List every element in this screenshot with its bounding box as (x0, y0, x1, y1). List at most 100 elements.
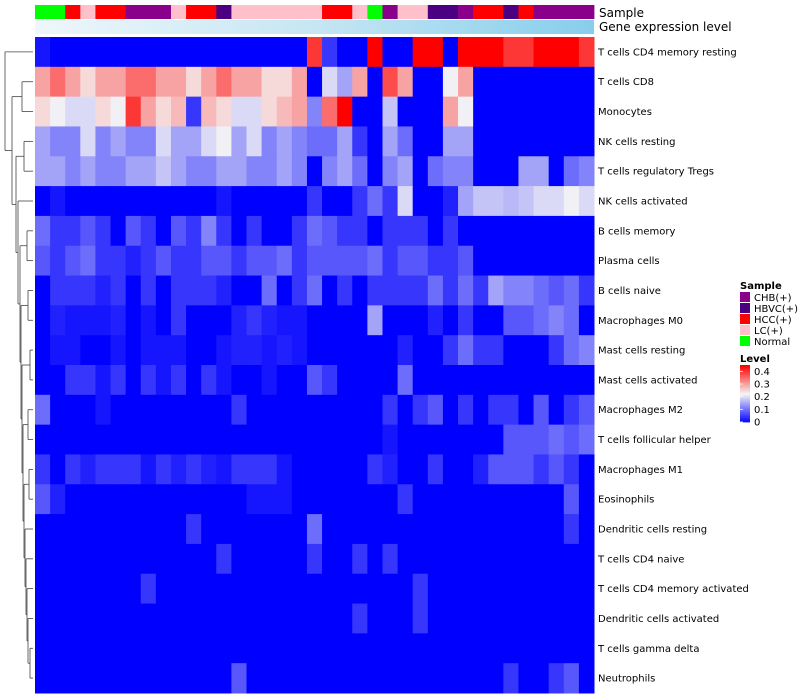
heatmap-cell (50, 245, 66, 277)
heatmap-cell (231, 156, 248, 187)
heatmap-cell (322, 215, 338, 247)
heatmap-cell (216, 514, 232, 545)
heatmap-cell (337, 603, 353, 634)
heatmap-cell (186, 37, 202, 68)
heatmap-cell (276, 37, 293, 68)
heatmap-cell (155, 543, 172, 575)
heatmap-cell (170, 305, 187, 336)
sample-annotation-cell (95, 5, 111, 19)
level-legend-bar-step (740, 394, 750, 397)
sample-annotation-cell (125, 5, 142, 19)
heatmap-cell (50, 335, 66, 366)
heatmap-cell (155, 394, 172, 426)
heatmap-cell (170, 365, 187, 396)
heatmap-cell (533, 156, 550, 187)
heatmap-cell (563, 305, 580, 336)
heatmap-cell (140, 275, 157, 306)
heatmap-cell (563, 37, 580, 68)
heatmap-cell (533, 394, 550, 426)
heatmap-cell (427, 245, 444, 277)
heatmap-cell (503, 66, 519, 98)
heatmap-cell (231, 37, 248, 68)
heatmap-cell (246, 603, 263, 634)
heatmap-cell (352, 37, 368, 68)
heatmap-cell (140, 156, 157, 187)
sample-annotation-cell (382, 5, 398, 19)
heatmap-cell (427, 96, 444, 127)
heatmap-cell (533, 335, 550, 366)
heatmap-cell (155, 335, 172, 366)
heatmap-cell (261, 633, 278, 664)
heatmap-cell (563, 66, 580, 98)
heatmap-cell (216, 66, 232, 98)
heatmap-cell (473, 603, 489, 634)
heatmap-cell (231, 543, 248, 575)
heatmap-cell (125, 573, 142, 605)
heatmap-cell (246, 156, 263, 187)
heatmap-cell (276, 514, 293, 545)
heatmap-cell (246, 484, 263, 515)
sample-legend-swatch (740, 292, 750, 302)
heatmap-cell (35, 275, 51, 306)
heatmap-cell (367, 365, 383, 396)
heatmap-cell (322, 424, 338, 455)
heatmap-cell (397, 275, 414, 306)
heatmap-cell (261, 603, 278, 634)
heatmap-cell (397, 603, 414, 634)
expression-annotation-gradient (35, 20, 594, 34)
heatmap-cell (578, 394, 595, 426)
heatmap-cells (35, 37, 595, 694)
heatmap-cell (503, 37, 519, 68)
heatmap-cell (201, 424, 217, 455)
heatmap-cell (276, 603, 293, 634)
heatmap-cell (458, 514, 474, 545)
heatmap-cell (322, 454, 338, 485)
heatmap-cell (397, 96, 414, 127)
heatmap-cell (397, 514, 414, 545)
heatmap-cell (548, 484, 565, 515)
heatmap-cell (442, 484, 459, 515)
heatmap-cell (382, 186, 399, 217)
heatmap-cell (442, 633, 459, 664)
heatmap-cell (442, 96, 459, 127)
heatmap-cell (291, 186, 308, 217)
heatmap-cell (276, 454, 293, 485)
heatmap-cell (563, 424, 580, 455)
heatmap-cell (261, 156, 278, 187)
heatmap-cell (201, 335, 217, 366)
heatmap-cell (186, 514, 202, 545)
heatmap-cell (503, 573, 519, 605)
heatmap-cell (578, 156, 595, 187)
level-legend-bar-step (740, 370, 750, 373)
heatmap-cell (473, 454, 489, 485)
heatmap-cell (337, 573, 353, 605)
level-legend-bar-step (740, 367, 750, 370)
heatmap-cell (352, 96, 368, 127)
heatmap-cell (548, 156, 565, 187)
heatmap-cell (186, 573, 202, 605)
heatmap-cell (322, 96, 338, 127)
heatmap-cell (35, 215, 51, 247)
heatmap-cell (578, 66, 595, 98)
heatmap-cell (322, 37, 338, 68)
row-label: Dendritic cells activated (598, 614, 719, 625)
heatmap-cell (80, 424, 96, 455)
heatmap-cell (442, 663, 459, 694)
sample-legend-label: HBVC(+) (754, 304, 798, 315)
heatmap-cell (382, 573, 399, 605)
heatmap-cell (246, 96, 263, 127)
heatmap-cell (35, 633, 51, 664)
heatmap-cell (458, 484, 474, 515)
heatmap-cell (337, 305, 353, 336)
heatmap-cell (95, 394, 112, 426)
heatmap-cell (110, 514, 127, 545)
heatmap-cell (80, 365, 96, 396)
heatmap-cell (50, 514, 66, 545)
heatmap-cell (246, 424, 263, 455)
heatmap-cell (563, 484, 580, 515)
heatmap-cell (533, 543, 550, 575)
heatmap-cell (367, 573, 383, 605)
heatmap-cell (352, 126, 368, 157)
heatmap-cell (367, 305, 383, 336)
heatmap-cell (367, 66, 383, 98)
